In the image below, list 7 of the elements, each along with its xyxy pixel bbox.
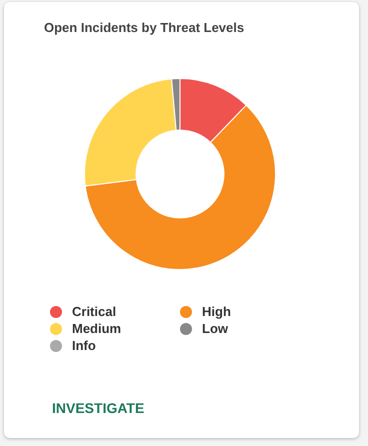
legend-label: Info [72, 338, 96, 353]
legend-label: High [202, 304, 231, 319]
investigate-button[interactable]: INVESTIGATE [52, 400, 144, 416]
legend-label: Low [202, 321, 228, 336]
chart-title: Open Incidents by Threat Levels [44, 20, 244, 35]
legend-label: Critical [72, 304, 116, 319]
legend-label: Medium [72, 321, 122, 336]
